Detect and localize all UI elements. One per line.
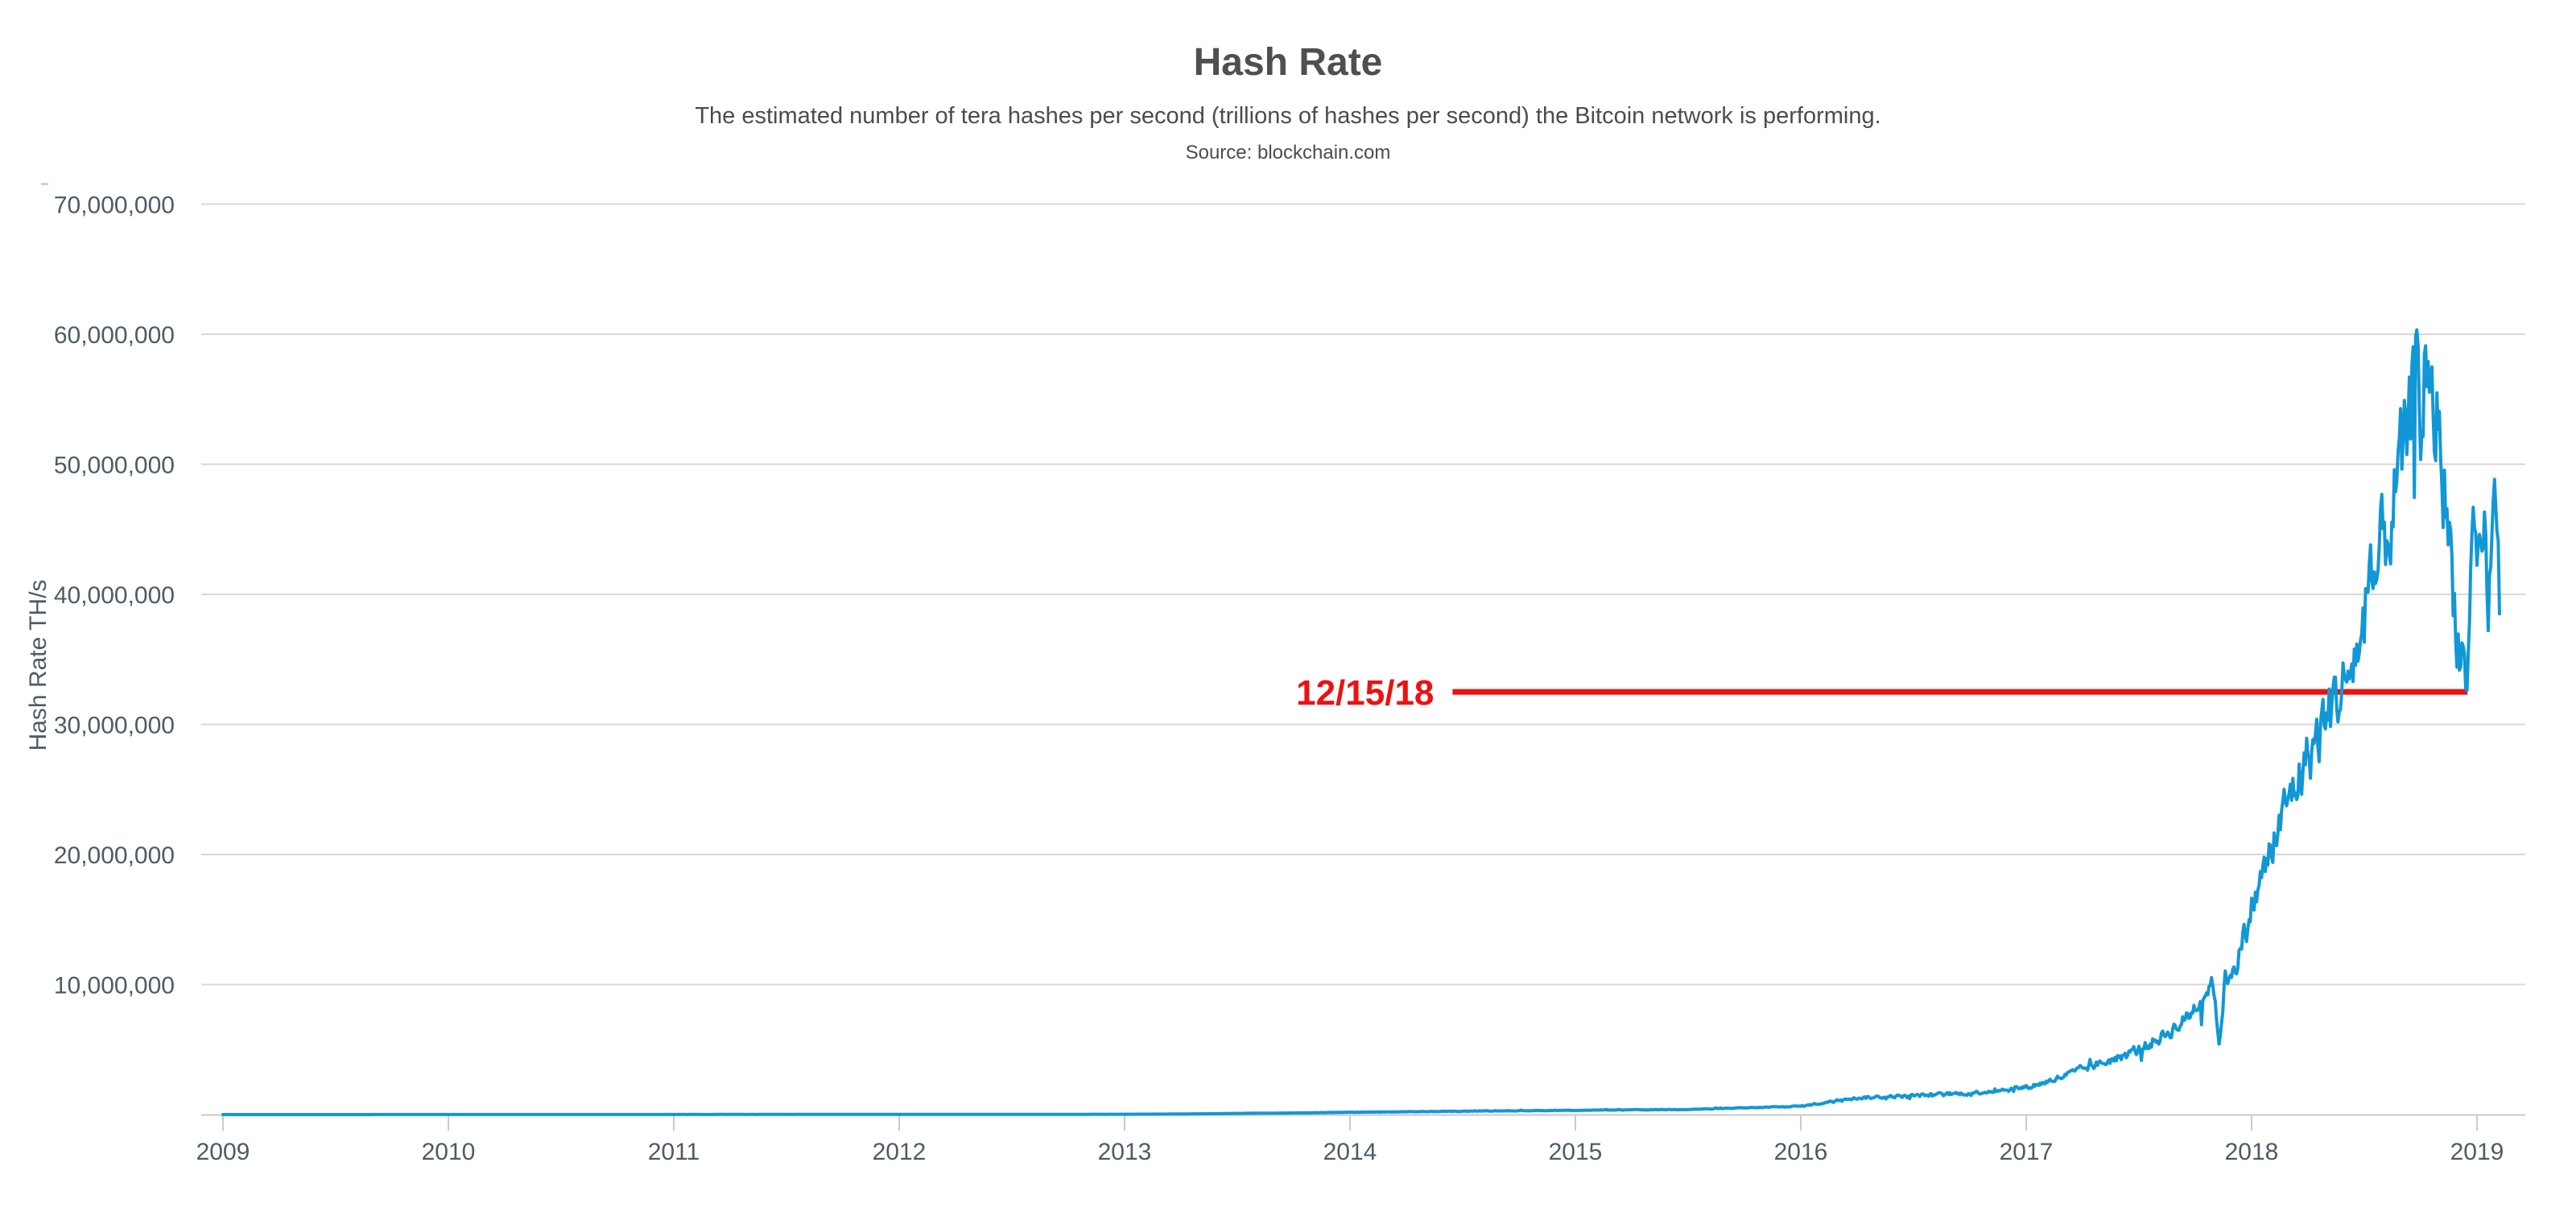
svg-text:20,000,000: 20,000,000 [54,842,175,869]
chart-source-caption: Source: blockchain.com [1186,142,1391,163]
svg-text:30,000,000: 30,000,000 [54,713,175,739]
hashrate-series-line [221,328,2501,1116]
y-axis-tick-labels: 10,000,000 20,000,000 30,000,000 40,000,000… [54,192,175,999]
svg-text:2010: 2010 [422,1139,476,1165]
svg-text:2013: 2013 [1098,1139,1152,1165]
stray-tick-artifact [41,183,48,185]
svg-text:2018: 2018 [2225,1139,2279,1165]
svg-text:2014: 2014 [1323,1139,1377,1165]
svg-text:50,000,000: 50,000,000 [54,453,175,479]
svg-text:2011: 2011 [648,1139,700,1165]
svg-text:2019: 2019 [2450,1139,2504,1165]
chart-subtitle: The estimated number of tera hashes per … [695,103,1880,129]
x-axis-tick-marks [222,1115,2478,1131]
svg-text:2016: 2016 [1774,1139,1828,1165]
chart-title: Hash Rate [1194,41,1383,84]
x-axis-tick-labels: 2009 2010 2011 2012 2013 2014 2015 2016 2017 2018… [196,1139,2504,1165]
annotation-label: 12/15/18 [1296,673,1434,713]
svg-text:70,000,000: 70,000,000 [54,192,175,219]
svg-text:2015: 2015 [1549,1139,1603,1165]
y-axis-title: Hash Rate TH/s [25,580,52,751]
svg-text:10,000,000: 10,000,000 [54,973,175,999]
svg-text:2009: 2009 [196,1139,250,1165]
svg-text:40,000,000: 40,000,000 [54,582,175,609]
svg-text:60,000,000: 60,000,000 [54,322,175,349]
svg-text:2017: 2017 [2000,1139,2054,1165]
y-gridlines [201,203,2525,986]
svg-text:2012: 2012 [873,1139,927,1165]
